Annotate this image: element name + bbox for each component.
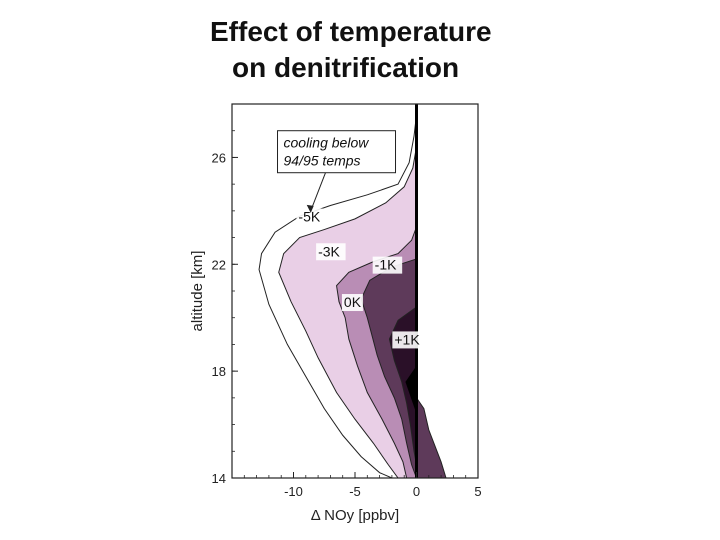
contour-label: -3K bbox=[318, 243, 340, 259]
x-axis-label: Δ NOy [ppbv] bbox=[311, 507, 399, 524]
x-tick-label: 0 bbox=[413, 484, 420, 499]
area-layers bbox=[258, 114, 447, 479]
title-line-2: on denitrification bbox=[232, 52, 460, 83]
contour-label-bg bbox=[296, 208, 326, 226]
contour-label-bg bbox=[392, 331, 422, 349]
annotation-line-2: 94/95 temps bbox=[284, 153, 361, 169]
y-axis-ticks: 14 18 22 26 bbox=[212, 103, 238, 486]
y-tick-label: 18 bbox=[212, 364, 226, 379]
y-tick-label: 14 bbox=[212, 471, 226, 486]
y-tick-label: 22 bbox=[212, 257, 226, 272]
x-tick-label: -5 bbox=[349, 484, 361, 499]
x-axis-ticks: -10 -5 0 5 bbox=[231, 472, 482, 499]
annotation-arrow bbox=[310, 172, 326, 212]
contour-label: 0K bbox=[344, 294, 362, 310]
y-axis-label: altitude [km] bbox=[189, 251, 206, 332]
area-0K bbox=[360, 258, 417, 479]
annotation-box bbox=[277, 130, 397, 174]
x-tick-label: -10 bbox=[284, 484, 303, 499]
contour-label: -1K bbox=[375, 257, 397, 273]
annotation-arrowhead bbox=[306, 204, 314, 213]
contour-label: +1K bbox=[394, 331, 420, 347]
y-tick-label: 26 bbox=[212, 150, 226, 165]
area-core bbox=[405, 365, 417, 414]
contour-label-bg bbox=[372, 256, 403, 274]
annotation-line-1: cooling below bbox=[284, 135, 370, 151]
contour-label-bg bbox=[341, 294, 363, 312]
contour-label: -5K bbox=[298, 209, 320, 225]
title-line-1: Effect of temperature bbox=[210, 16, 492, 47]
contour-labels: -5K -3K -1K 0K +1K bbox=[296, 208, 422, 349]
annotation: cooling below 94/95 temps bbox=[277, 130, 397, 213]
x-tick-label: 5 bbox=[474, 484, 481, 499]
contour-label-bg bbox=[316, 243, 346, 261]
area-positive bbox=[416, 396, 447, 479]
